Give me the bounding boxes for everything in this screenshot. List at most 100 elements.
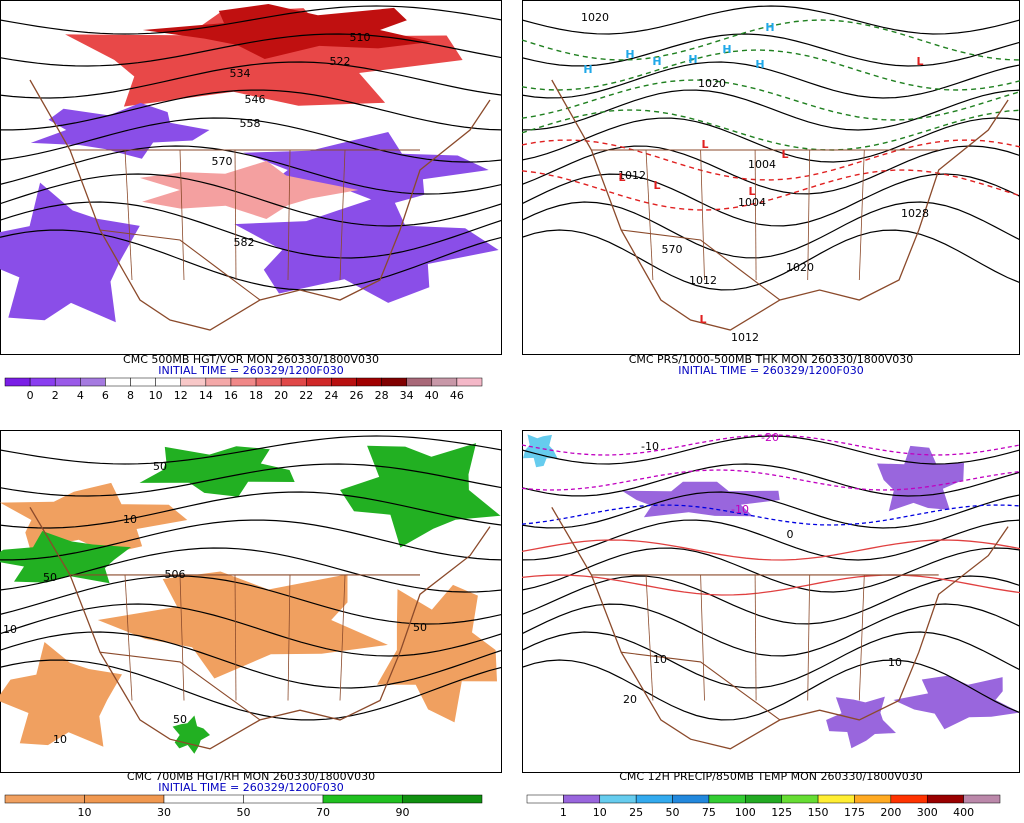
contour-label: 50 [413,621,427,634]
contour-label: 1004 [738,196,766,209]
contour [522,519,1020,561]
high-center: H [755,58,764,71]
colorbar-box [381,377,407,387]
colorbar-box [963,794,1001,804]
colorbar-box [526,794,564,804]
colorbar-label: 300 [917,806,938,819]
contour [0,519,502,561]
low-center: L [699,313,706,326]
colorbar-box [155,377,181,387]
colorbar-box [280,377,307,387]
contour [522,145,1020,195]
map-title: CMC PRS/1000-500MB THK MON 260330/1800V0… [629,353,914,366]
colorbar-box [322,794,403,804]
colorbar-label: 18 [249,389,263,402]
colorbar-box [331,377,357,387]
shaded-area [139,160,359,219]
state-line [700,574,705,701]
state-line [807,149,811,281]
contour-label: 546 [245,93,266,106]
colorbar-box [356,377,382,387]
low-center: L [748,185,755,198]
colorbar-label: 30 [157,806,171,819]
contour-label: 1028 [901,207,929,220]
initial-time: INITIAL TIME = 260329/1200F030 [678,364,863,377]
contour-label: 1004 [748,158,776,171]
colorbar-box [54,377,81,387]
colorbar-box [4,377,31,387]
colorbar-box [163,794,244,804]
initial-time: INITIAL TIME = 260329/1200F030 [158,364,343,377]
shaded-area [893,675,1021,730]
colorbar-label: 6 [102,389,109,402]
colorbar-label: 20 [274,389,288,402]
state-line [124,149,133,281]
contour [0,631,502,689]
colorbar-box [402,794,483,804]
contour-label: 570 [662,243,683,256]
state-line [754,149,757,281]
contour [0,201,502,259]
state-line [858,149,865,281]
colorbar-box [456,377,483,387]
shaded-area [523,434,558,468]
colorbar-box [431,377,458,387]
shaded-area [340,443,501,548]
state-line [858,574,865,701]
contour [522,201,1020,259]
contour-label: 10 [53,733,67,746]
state-line [754,574,757,701]
colorbar-label: 28 [375,389,389,402]
border [591,149,939,301]
contour [522,5,1020,35]
map-title: CMC 500MB HGT/VOR MON 260330/1800V030 [123,353,379,366]
colorbar-label: 200 [880,806,901,819]
colorbar-box [745,794,782,804]
contour [522,659,1020,721]
contour-label: 558 [240,117,261,130]
state-line [287,149,291,281]
colorbar-box [854,794,892,804]
border [591,574,939,721]
colorbar-box [563,794,601,804]
colorbar-box [635,794,673,804]
shaded-area [0,182,140,323]
high-center: H [625,48,634,61]
colorbar-box [926,794,964,804]
colorbar-label: 4 [77,389,84,402]
temp-contour [522,539,1020,561]
contour [0,61,502,99]
colorbar-box [255,377,282,387]
map-title: CMC 700MB HGT/RH MON 260330/1800V030 [127,770,375,783]
shaded-area [0,642,122,747]
thickness-contour [522,79,1020,121]
map-frame [522,0,1020,355]
state-line [179,149,185,281]
high-center: H [583,63,592,76]
colorbar-box [29,377,56,387]
colorbar-label: 40 [425,389,439,402]
contour-label: -10 [641,440,659,453]
colorbar-label: 10 [149,389,163,402]
colorbar-box [230,377,257,387]
colorbar-label: 1 [560,806,567,819]
state-line [287,574,291,701]
contour-label: 534 [230,67,251,80]
colorbar-label: 150 [808,806,829,819]
thickness-contour [522,49,1020,91]
high-center: H [765,21,774,34]
colorbar-label: 2 [52,389,59,402]
shaded-area [97,571,388,679]
contour [0,145,502,195]
contour-label: 582 [234,236,255,249]
contour [0,5,502,35]
contour [522,463,1020,497]
state-line [339,574,346,701]
colorbar-box [4,794,85,804]
state-line [179,574,185,701]
contour-label: -20 [761,431,779,444]
contour [0,173,502,227]
contour-label: 1020 [698,77,726,90]
colorbar-label: 100 [735,806,756,819]
high-center: H [722,43,731,56]
